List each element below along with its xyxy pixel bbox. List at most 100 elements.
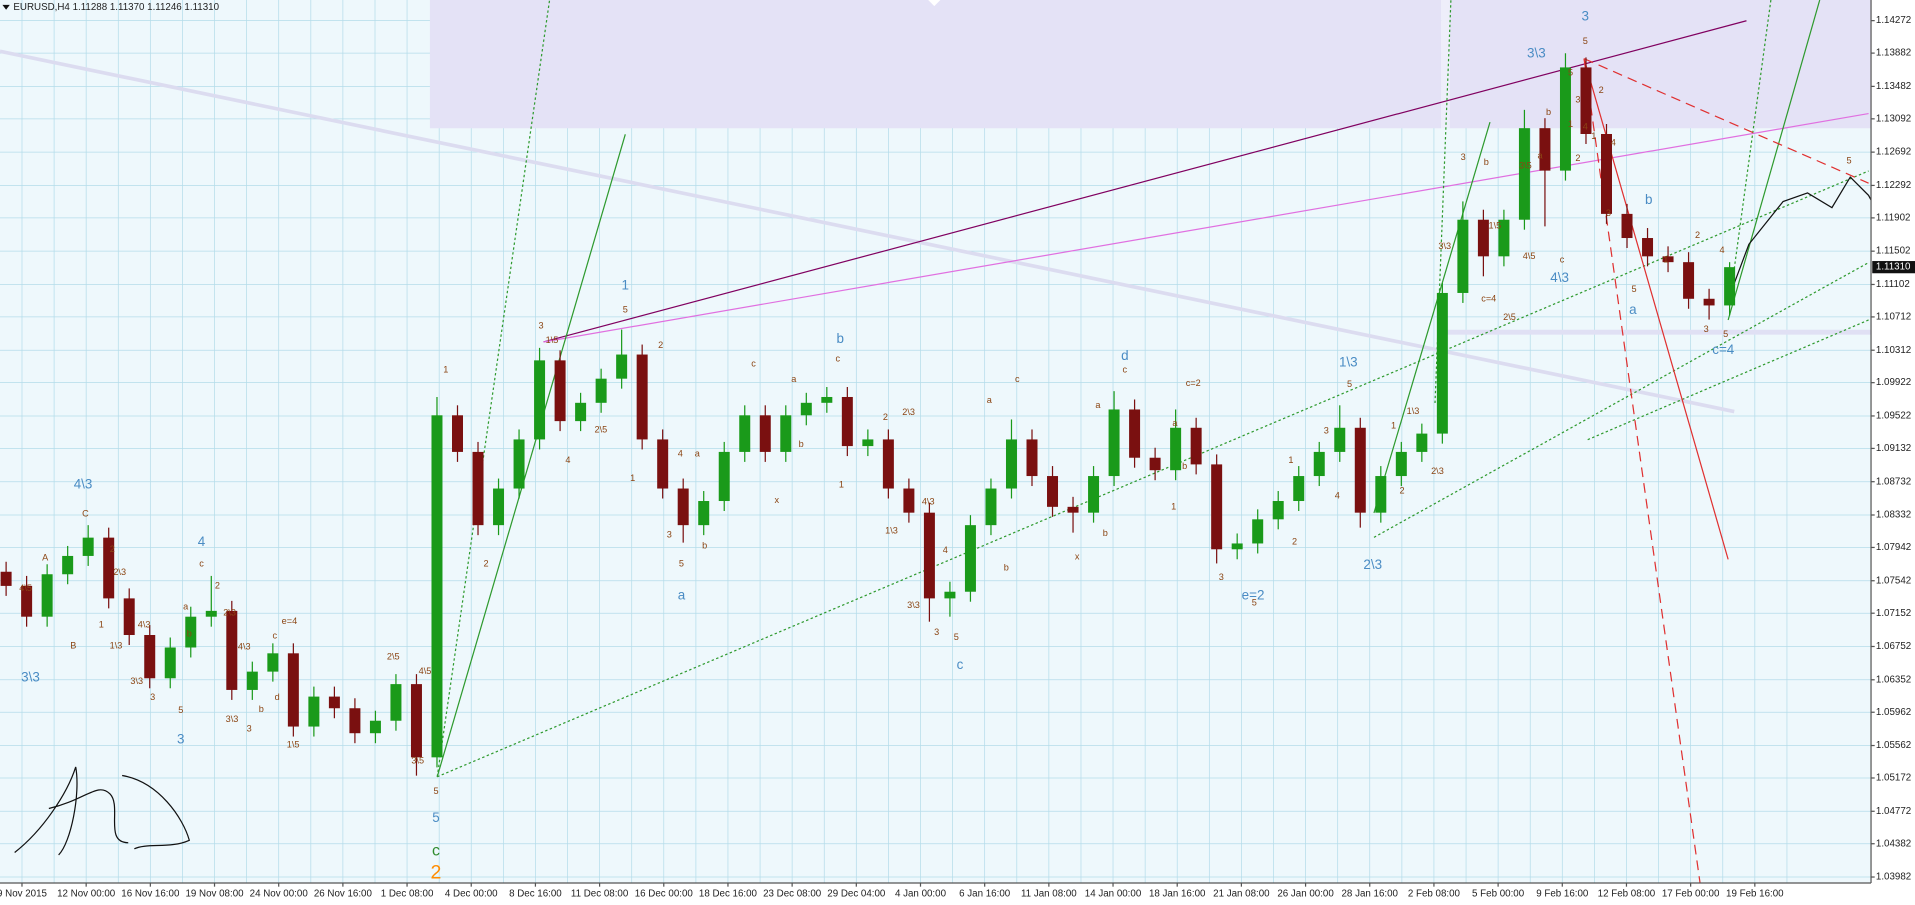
trend-line [1583, 58, 1701, 884]
y-tick-label: 1.06352 [1876, 674, 1911, 685]
y-tick-label: 1.05172 [1876, 773, 1911, 784]
wave-label-minor: 4\3 [238, 642, 251, 652]
candle-body [534, 360, 546, 440]
wave-label-minor: b [1004, 562, 1009, 572]
candle-body [513, 439, 525, 489]
candle-body [390, 684, 402, 721]
wave-label-major: 4 [198, 534, 206, 549]
wave-label-minor: 3\3 [1438, 241, 1451, 251]
wave-label-minor: b [187, 628, 192, 638]
wave-label-minor: c [1560, 255, 1565, 265]
wave-label-major: 3\3 [1527, 45, 1546, 60]
wave-label-minor: b [702, 540, 707, 550]
wave-label-minor: 3 [1324, 426, 1329, 436]
candle-body [308, 696, 320, 727]
wave-label-minor: 3 [934, 627, 939, 637]
wave-label-minor: 1 [839, 479, 844, 489]
candle-body [1580, 67, 1592, 134]
candle-body [882, 439, 894, 489]
wave-label-minor: b [259, 704, 264, 714]
candle-body [1498, 219, 1510, 257]
candle-body [267, 653, 279, 672]
trend-line [436, 170, 1869, 778]
wave-label-minor: 2 [883, 412, 888, 422]
x-tick-label: 1 Dec 08:00 [381, 889, 434, 900]
wave-label-minor: A [42, 553, 49, 563]
wave-label-minor: C [82, 509, 89, 519]
wave-label-minor: 5 [623, 305, 628, 315]
wave-label-minor: 2 [1599, 85, 1604, 95]
wave-label-minor: 3\5 [1519, 161, 1532, 171]
y-tick-label: 1.13882 [1876, 48, 1911, 59]
y-tick-label: 1.14272 [1876, 15, 1911, 26]
candle-body [800, 402, 812, 416]
candle-body [472, 451, 484, 526]
y-tick-label: 1.03982 [1876, 872, 1911, 883]
y-tick-label: 1.09522 [1876, 411, 1911, 422]
candle-body [1703, 298, 1715, 306]
x-tick-label: 29 Dec 04:00 [827, 889, 886, 900]
wave-label-minor: d [275, 692, 280, 702]
candle-body [616, 354, 628, 379]
candle-body [1026, 439, 1038, 477]
wave-label-major: 1\3 [1339, 354, 1358, 369]
candle-body [0, 571, 12, 586]
wave-label-minor: 1 [1568, 119, 1573, 129]
candle-body [1252, 519, 1264, 544]
x-tick-label: 8 Dec 16:00 [509, 889, 562, 900]
candle-body [1108, 409, 1120, 477]
wave-label-major: 1 [622, 277, 629, 292]
wave-label-minor: 2 [1575, 153, 1580, 163]
wave-label-minor: 1 [1663, 255, 1668, 265]
wave-label-minor: 1 [1391, 421, 1396, 431]
x-tick-label: 18 Jan 16:00 [1149, 889, 1206, 900]
y-tick-label: 1.05962 [1876, 707, 1911, 718]
candle-body [1190, 427, 1202, 465]
trend-line [1733, 0, 1772, 269]
wave-label-major: c=4 [1712, 342, 1735, 357]
wave-label-minor: 3\3 [907, 600, 920, 610]
wave-label-minor: 1\5 [546, 335, 559, 345]
wave-label-minor: a [695, 449, 701, 459]
wave-label-minor: 1 [99, 620, 104, 630]
wave-label-minor: 5 [1347, 379, 1352, 389]
wave-label-major: 4\3 [74, 476, 93, 491]
trend-line [543, 20, 1747, 343]
candle-body [1313, 451, 1325, 477]
wave-label-minor: b [1484, 157, 1489, 167]
candle-body [1334, 427, 1346, 452]
wave-label-major: a [1629, 302, 1637, 317]
wave-label-minor: 4 [678, 449, 683, 459]
wave-label-minor: 2\3 [223, 608, 236, 618]
candle-body [1457, 219, 1469, 293]
trend-line [1587, 319, 1869, 441]
candle-body [657, 439, 669, 489]
shaded-gap [1441, 0, 1450, 129]
candle-body [636, 354, 648, 440]
candle-body [452, 415, 463, 452]
x-tick-label: 21 Jan 08:00 [1213, 889, 1270, 900]
wave-label-degree: 2 [431, 861, 442, 883]
candle-body [1231, 543, 1243, 550]
candle-body [677, 488, 689, 526]
y-tick-label: 1.10312 [1876, 345, 1911, 356]
candle-body [1642, 238, 1654, 257]
wave-label-minor: B [70, 641, 76, 651]
wave-label-minor: 3\3 [226, 714, 239, 724]
y-tick-label: 1.11902 [1876, 212, 1911, 223]
y-tick-label: 1.13092 [1876, 113, 1911, 124]
wave-label-minor: 2 [110, 544, 115, 554]
x-tick-label: 9 Feb 16:00 [1536, 889, 1589, 900]
candle-body [1375, 476, 1387, 513]
wave-label-minor: 5 [1723, 329, 1728, 339]
y-tick-label: 1.09132 [1876, 443, 1911, 454]
wave-label-minor: a [1095, 400, 1101, 410]
candle-body [739, 415, 751, 452]
trend-line [1583, 58, 1869, 184]
candle-body [1724, 267, 1736, 306]
wave-label-minor: c [1015, 374, 1020, 384]
wave-label-major: 3 [177, 732, 184, 747]
shaded-zone [429, 0, 1442, 129]
candle-body [1005, 439, 1017, 489]
wave-label-minor: c [751, 358, 756, 368]
